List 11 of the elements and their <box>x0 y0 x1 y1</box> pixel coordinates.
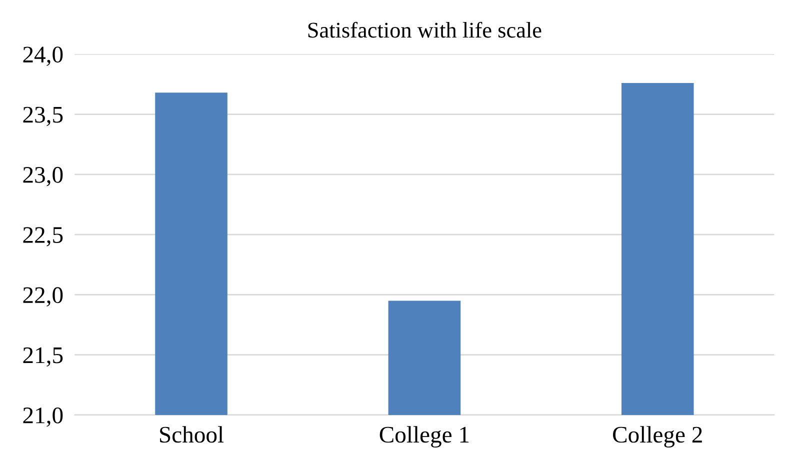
y-tick-label: 22,5 <box>23 227 63 246</box>
x-tick-label: School <box>160 426 224 443</box>
y-tick-label: 23,5 <box>23 106 63 126</box>
x-tick-label: College 2 <box>613 426 702 448</box>
y-tick-label: 21,5 <box>23 347 63 367</box>
y-tick-label: 23,0 <box>23 166 63 186</box>
y-tick-label: 24,0 <box>23 46 63 66</box>
y-tick-label: 21,0 <box>23 407 63 427</box>
y-tick-label: 22,0 <box>23 287 63 307</box>
chart-title: Satisfaction with life scale <box>308 22 542 38</box>
x-tick-label: College 1 <box>380 426 469 448</box>
